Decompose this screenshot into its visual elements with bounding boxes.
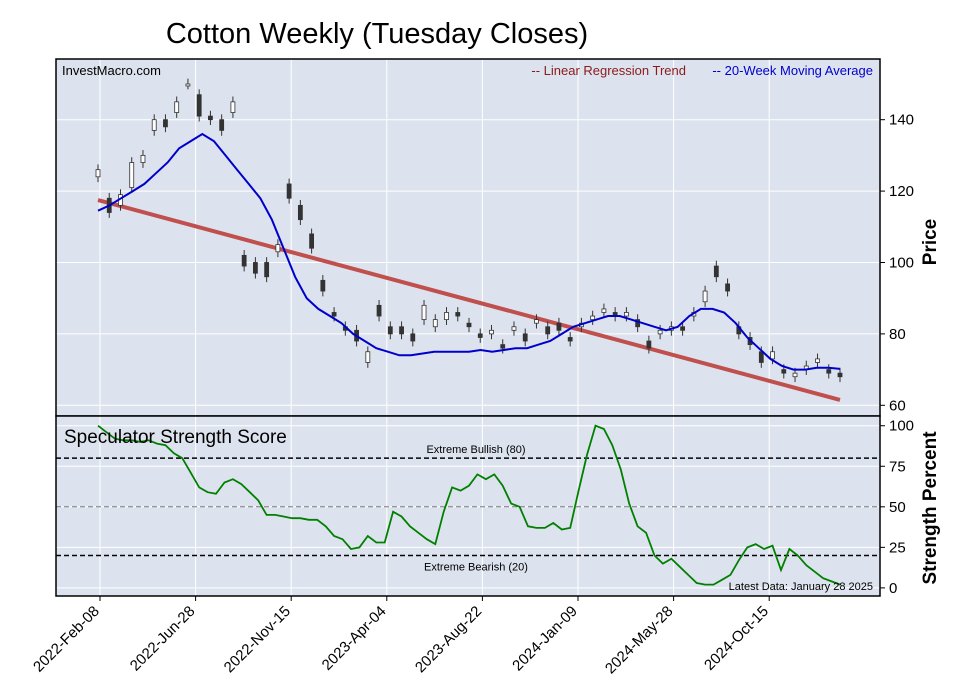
candle-body: [466, 322, 472, 328]
score-tick-label: 25: [889, 539, 906, 556]
candle-body: [264, 262, 270, 278]
candle-body: [331, 312, 337, 317]
score-axis-ticks: 0 25 50 75 100: [880, 418, 914, 597]
x-tick-label: 2023-Aug-22: [412, 603, 485, 676]
candle-body: [826, 369, 832, 374]
candle-body: [376, 304, 382, 317]
x-tick-label: 2023-Apr-04: [319, 603, 390, 674]
candle-body: [702, 290, 708, 303]
candle-body: [545, 326, 551, 335]
legend-ma: -- 20-Week Moving Average: [712, 63, 873, 78]
candle-body: [320, 279, 326, 292]
price-tick-label: 100: [889, 254, 914, 271]
candle-body: [477, 333, 483, 338]
score-panel-bg: [56, 416, 880, 596]
x-tick-label: 2022-Nov-15: [221, 603, 294, 676]
reference-lines: Extreme Bullish (80) Extreme Bearish (20): [56, 444, 880, 573]
x-tick-label: 2022-Jun-28: [127, 603, 199, 675]
score-tick-label: 100: [889, 418, 914, 435]
candle-body: [680, 326, 686, 331]
candle-body: [534, 319, 539, 324]
candle-body: [185, 83, 191, 87]
price-tick-label: 140: [889, 112, 914, 129]
candle-body: [275, 244, 281, 253]
candle-body: [657, 329, 663, 335]
candle-body: [725, 283, 730, 292]
candle-body: [230, 101, 236, 113]
candle-body: [500, 344, 506, 349]
chart-title: Cotton Weekly (Tuesday Closes): [166, 18, 588, 50]
candle-body: [241, 254, 247, 267]
candle-body: [623, 312, 629, 317]
x-axis-ticks: 2022-Feb-08 2022-Jun-28 2022-Nov-15 2023-Ap…: [30, 596, 772, 677]
ma-line: [97, 132, 841, 371]
candle-body: [410, 333, 416, 342]
candle-body: [567, 337, 573, 342]
price-axis-ticks: 60 80 100 120 140: [880, 112, 914, 414]
candle-body: [151, 119, 157, 131]
candle-body: [713, 265, 719, 278]
candle-body: [489, 329, 494, 335]
score-panel-frame: [55, 415, 881, 597]
candle-body: [174, 101, 180, 113]
candle-body: [646, 340, 652, 349]
score-line: [97, 424, 841, 586]
price-tick-label: 80: [889, 326, 906, 343]
candle-body: [522, 333, 528, 342]
footnote: Latest Data: January 28 2025: [729, 581, 873, 593]
candle-body: [770, 351, 775, 360]
score-tick-label: 75: [889, 458, 906, 475]
candle-body: [297, 204, 303, 221]
candle-body: [286, 183, 292, 199]
candle-body: [432, 319, 438, 328]
x-tick-label: 2022-Feb-08: [30, 603, 103, 676]
reference-line-label: Extreme Bearish (20): [424, 561, 528, 573]
x-tick-label: 2024-May-28: [602, 603, 677, 678]
candle-body: [601, 308, 607, 313]
candle-body: [781, 369, 787, 374]
candle-body: [556, 322, 562, 331]
price-panel-bg: [56, 59, 880, 416]
x-tick-label: 2024-Oct-15: [701, 603, 772, 674]
candle-body: [815, 358, 820, 363]
candle-body: [129, 162, 135, 188]
candle-body: [455, 312, 461, 317]
candle-body: [163, 119, 168, 128]
price-candles: [95, 78, 843, 383]
trend-line: [97, 198, 841, 402]
candle-body: [309, 233, 315, 249]
legend-trend: -- Linear Regression Trend: [531, 63, 686, 78]
candle-body: [387, 326, 393, 335]
candle-body: [758, 351, 764, 363]
price-tick-label: 60: [889, 397, 906, 414]
candle-body: [95, 169, 101, 178]
x-tick-label: 2024-Jan-09: [509, 603, 581, 675]
candle-body: [837, 372, 843, 378]
reference-line-label: Extreme Bullish (80): [426, 444, 525, 456]
candle-body: [140, 154, 146, 163]
candle-body: [252, 262, 258, 274]
candle-body: [792, 372, 798, 378]
score-panel-title: Speculator Strength Score: [64, 427, 287, 448]
candle-body: [219, 119, 225, 131]
candle-body: [511, 326, 517, 331]
price-axis-label: Price: [920, 219, 941, 265]
candle-body: [365, 351, 371, 363]
candle-body: [590, 315, 596, 321]
candle-body: [196, 94, 202, 117]
candle-body: [444, 312, 449, 321]
price-tick-label: 120: [889, 183, 914, 200]
candle-body: [208, 115, 213, 121]
score-tick-label: 50: [889, 499, 906, 516]
source-label: InvestMacro.com: [62, 63, 161, 78]
candle-body: [399, 326, 404, 335]
score-tick-label: 0: [889, 580, 897, 597]
candle-body: [421, 304, 427, 321]
score-axis-label: Strength Percent: [920, 431, 941, 585]
price-gridlines: [56, 59, 880, 416]
